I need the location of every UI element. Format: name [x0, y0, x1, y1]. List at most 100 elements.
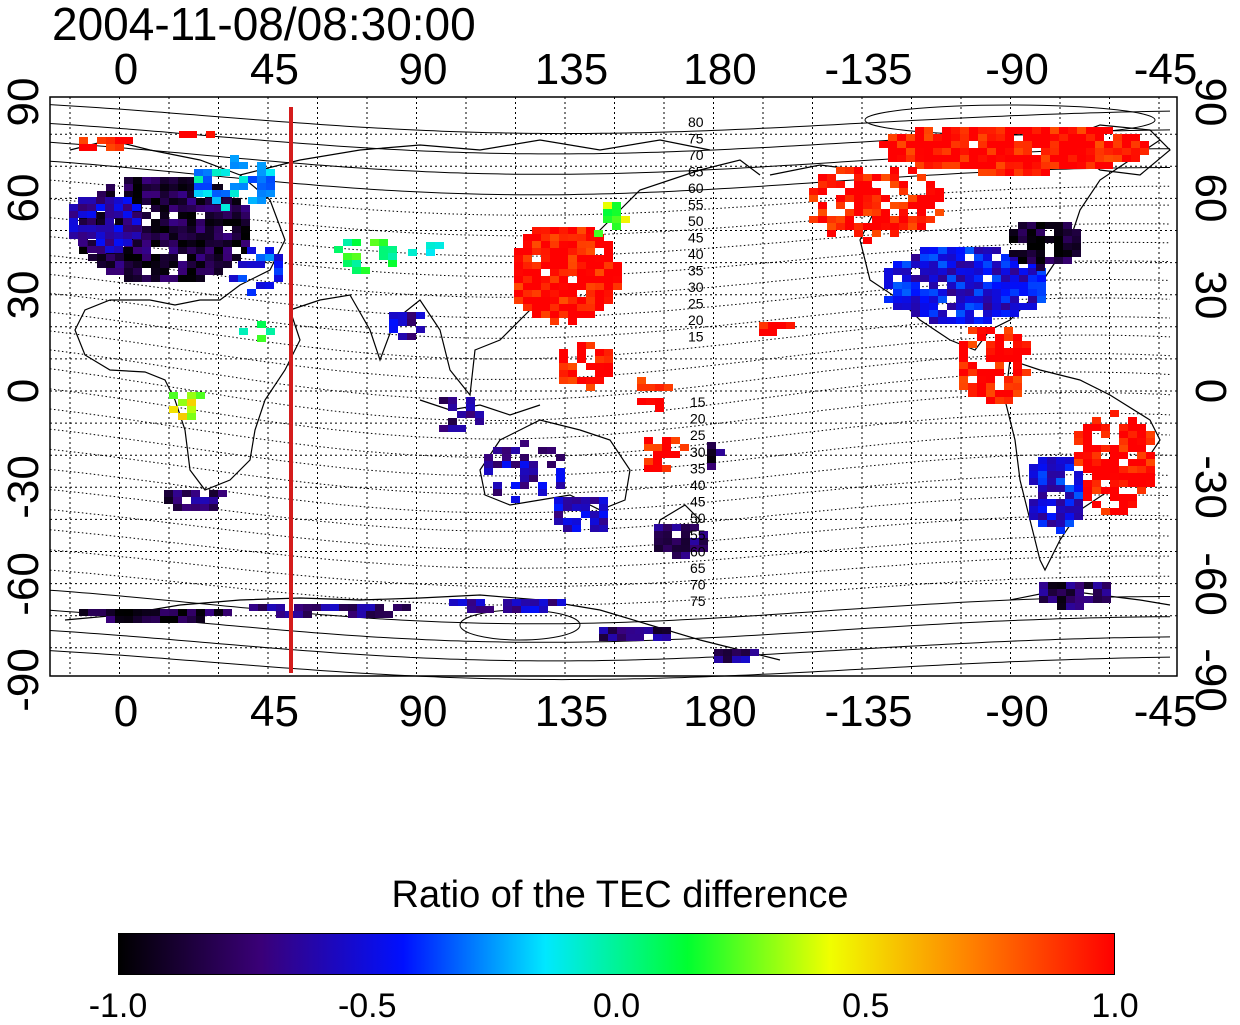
tec-cell	[321, 604, 330, 611]
tec-cell	[947, 289, 956, 296]
tec-cell	[653, 458, 662, 465]
tec-cell	[178, 268, 187, 275]
tec-cell	[1068, 127, 1077, 134]
tec-cell	[1050, 148, 1059, 155]
tec-cell	[187, 177, 196, 184]
tec-cell	[951, 134, 960, 141]
tec-cell	[541, 234, 550, 241]
magnetic-contour	[49, 589, 1170, 625]
tec-cell	[662, 451, 671, 458]
tec-cell	[266, 190, 275, 197]
tec-cell	[1059, 155, 1068, 162]
tec-cell	[974, 282, 983, 289]
tec-cell	[1027, 243, 1036, 250]
tec-cell	[532, 290, 541, 297]
tec-cell	[612, 223, 621, 230]
tec-cell	[1048, 582, 1057, 589]
tec-cell	[232, 233, 241, 240]
tec-cell	[977, 327, 986, 334]
tec-cell	[256, 261, 265, 268]
tec-cell	[532, 276, 541, 283]
tec-cell	[361, 267, 370, 274]
left-lat-tick: -60	[0, 551, 48, 616]
tec-cell	[992, 268, 1001, 275]
tec-cell	[550, 241, 559, 248]
tec-cell	[205, 261, 214, 268]
colorbar-tick-label: -1.0	[88, 987, 148, 1025]
tec-cell	[890, 230, 899, 237]
tec-cell	[818, 202, 827, 209]
tec-cell	[854, 202, 863, 209]
tec-cell	[1104, 155, 1113, 162]
tec-cell	[992, 275, 1001, 282]
tec-cell	[577, 311, 586, 318]
tec-cell	[218, 490, 227, 497]
tec-cell	[205, 247, 214, 254]
tec-cell	[1059, 148, 1068, 155]
tec-cell	[1074, 506, 1083, 513]
tec-cell	[160, 212, 169, 219]
tec-cell	[1083, 431, 1092, 438]
tec-cell	[929, 296, 938, 303]
tec-cell	[142, 240, 151, 247]
tec-cell	[995, 355, 1004, 362]
tec-cell	[151, 616, 160, 623]
tec-cell	[572, 504, 581, 511]
tec-cell	[1059, 127, 1068, 134]
tec-cell	[196, 205, 205, 212]
tec-cell	[854, 230, 863, 237]
tec-cell	[232, 219, 241, 226]
tec-cell	[187, 392, 196, 399]
tec-cell	[929, 289, 938, 296]
tec-cell	[929, 247, 938, 254]
tec-cell	[938, 317, 947, 324]
tec-cell	[169, 226, 178, 233]
tec-cell	[223, 219, 232, 226]
tec-cell	[88, 144, 97, 151]
tec-cell	[1041, 148, 1050, 155]
tec-cell	[987, 134, 996, 141]
tec-cell	[106, 184, 115, 191]
tec-cell	[1005, 148, 1014, 155]
tec-cell	[568, 318, 577, 325]
tec-cell	[1083, 494, 1092, 501]
tec-cell	[96, 204, 105, 211]
tec-cell	[968, 390, 977, 397]
tec-cell	[845, 188, 854, 195]
tec-cell	[1075, 603, 1084, 610]
tec-cell	[959, 362, 968, 369]
tec-cell	[723, 649, 732, 656]
tec-cell	[581, 511, 590, 518]
tec-cell	[1045, 236, 1054, 243]
tec-cell	[1074, 431, 1083, 438]
tec-cell	[933, 155, 942, 162]
tec-cell	[393, 604, 402, 611]
tec-cell	[523, 276, 532, 283]
tec-cell	[603, 202, 612, 209]
tec-cell	[942, 134, 951, 141]
tec-cell	[502, 461, 511, 468]
tec-cell	[1009, 229, 1018, 236]
tec-cell	[151, 268, 160, 275]
tec-cell	[1068, 155, 1077, 162]
tec-cell	[604, 241, 613, 248]
tec-cell	[906, 134, 915, 141]
tec-cell	[124, 184, 133, 191]
tec-cell	[448, 418, 457, 425]
tec-cell	[1047, 457, 1056, 464]
tec-cell	[845, 216, 854, 223]
tec-cell	[1041, 162, 1050, 169]
tec-cell	[653, 451, 662, 458]
tec-cell	[854, 188, 863, 195]
tec-cell	[924, 134, 933, 141]
tec-cell	[707, 449, 716, 456]
tec-cell	[1110, 445, 1119, 452]
tec-cell	[1038, 506, 1047, 513]
tec-cell	[1036, 257, 1045, 264]
tec-cell	[568, 304, 577, 311]
tec-cell	[604, 276, 613, 283]
tec-cell	[303, 611, 312, 618]
tec-cell	[595, 290, 604, 297]
tec-cell	[97, 261, 106, 268]
tec-cell	[1074, 485, 1083, 492]
